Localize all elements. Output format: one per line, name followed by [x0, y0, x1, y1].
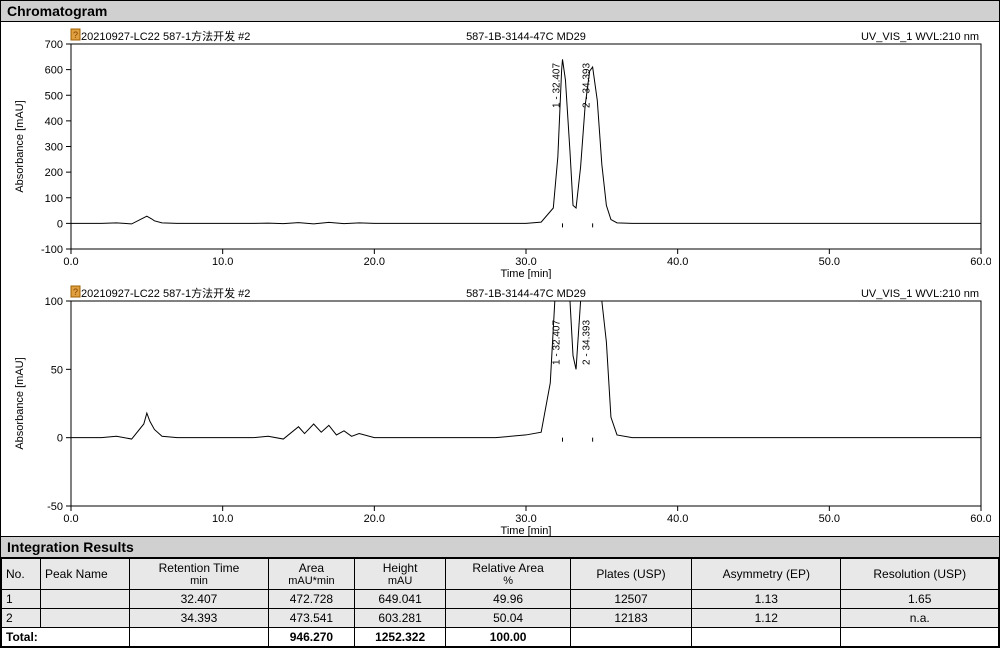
svg-text:10.0: 10.0: [212, 256, 233, 268]
svg-text:587-1B-3144-47C MD29: 587-1B-3144-47C MD29: [466, 288, 586, 300]
svg-text:Absorbance [mAU]: Absorbance [mAU]: [14, 357, 26, 449]
svg-text:100: 100: [45, 296, 63, 308]
cell: 472.728: [268, 590, 354, 609]
total-cell: [692, 628, 841, 647]
cell: 32.407: [130, 590, 269, 609]
svg-text:1 - 32.407: 1 - 32.407: [552, 320, 563, 365]
svg-text:587-1B-3144-47C MD29: 587-1B-3144-47C MD29: [466, 31, 586, 43]
cell: 50.04: [446, 609, 570, 628]
svg-text:UV_VIS_1 WVL:210 nm: UV_VIS_1 WVL:210 nm: [861, 288, 979, 300]
svg-text:100: 100: [45, 193, 63, 205]
svg-text:700: 700: [45, 39, 63, 51]
results-table: No.Peak NameRetention TimeminAreamAU*min…: [1, 558, 999, 647]
svg-text:400: 400: [45, 116, 63, 128]
chart-1: 0.0 10.0 20.0 30.0 40.0 50.0 60.0 -100 0 100 200 30…: [9, 26, 991, 279]
col-header: Plates (USP): [570, 559, 691, 590]
svg-text:50.0: 50.0: [819, 513, 840, 525]
svg-text:50: 50: [51, 364, 63, 376]
col-header: Retention Timemin: [130, 559, 269, 590]
svg-text:40.0: 40.0: [667, 256, 688, 268]
table-row: 2 34.393473.541603.28150.04121831.12n.a.: [2, 609, 999, 628]
svg-text:20.0: 20.0: [364, 256, 385, 268]
svg-text:Time [min]: Time [min]: [501, 268, 552, 279]
chart-2: 0.0 10.0 20.0 30.0 40.0 50.0 60.0 -50 0 50 100 Time…: [9, 283, 991, 536]
chromatogram-title: Chromatogram: [1, 1, 999, 22]
col-header: AreamAU*min: [268, 559, 354, 590]
total-cell: [841, 628, 999, 647]
total-cell: [570, 628, 691, 647]
cell: [41, 609, 130, 628]
table-row: 1 32.407472.728649.04149.96125071.131.65: [2, 590, 999, 609]
svg-text:-50: -50: [47, 501, 63, 513]
col-header: Resolution (USP): [841, 559, 999, 590]
svg-text:500: 500: [45, 90, 63, 102]
cell: 1: [2, 590, 41, 609]
cell: 49.96: [446, 590, 570, 609]
cell: 603.281: [354, 609, 445, 628]
cell: 1.12: [692, 609, 841, 628]
svg-text:60.0: 60.0: [970, 256, 991, 268]
svg-text:0: 0: [57, 218, 63, 230]
total-cell: [130, 628, 269, 647]
svg-text:2 - 34.393: 2 - 34.393: [582, 320, 593, 365]
svg-text:2 - 34.393: 2 - 34.393: [582, 63, 593, 108]
cell: [41, 590, 130, 609]
total-cell: 100.00: [446, 628, 570, 647]
svg-text:30.0: 30.0: [515, 256, 536, 268]
svg-text:Time [min]: Time [min]: [501, 525, 552, 536]
total-cell: 946.270: [268, 628, 354, 647]
cell: 473.541: [268, 609, 354, 628]
svg-text:0.0: 0.0: [63, 513, 78, 525]
cell: n.a.: [841, 609, 999, 628]
col-header: No.: [2, 559, 41, 590]
table-total-row: Total: 946.2701252.322100.00: [2, 628, 999, 647]
svg-text:?: ?: [73, 287, 78, 297]
report-panel: Chromatogram 0.010.020.030.040.050.060.0…: [0, 0, 1000, 648]
svg-text:30.0: 30.0: [515, 513, 536, 525]
svg-text:UV_VIS_1 WVL:210 nm: UV_VIS_1 WVL:210 nm: [861, 31, 979, 43]
svg-text:-100: -100: [41, 244, 63, 256]
cell: 1.65: [841, 590, 999, 609]
cell: 12183: [570, 609, 691, 628]
col-header: Asymmetry (EP): [692, 559, 841, 590]
col-header: Relative Area%: [446, 559, 570, 590]
svg-text:0.0: 0.0: [63, 256, 78, 268]
cell: 12507: [570, 590, 691, 609]
total-label: Total:: [2, 628, 130, 647]
cell: 34.393: [130, 609, 269, 628]
svg-text:60.0: 60.0: [970, 513, 991, 525]
svg-text:300: 300: [45, 142, 63, 154]
svg-text:20210927-LC22 587-1方法开发 #2: 20210927-LC22 587-1方法开发 #2: [81, 29, 250, 43]
results-table-wrap: No.Peak NameRetention TimeminAreamAU*min…: [1, 558, 999, 647]
svg-text:10.0: 10.0: [212, 513, 233, 525]
col-header: HeightmAU: [354, 559, 445, 590]
cell: 1.13: [692, 590, 841, 609]
svg-text:?: ?: [73, 30, 78, 40]
chart-area: 0.0 10.0 20.0 30.0 40.0 50.0 60.0 -100 0 100 200 30…: [1, 22, 999, 536]
svg-text:1 - 32.407: 1 - 32.407: [552, 63, 563, 108]
col-header: Peak Name: [41, 559, 130, 590]
svg-text:200: 200: [45, 167, 63, 179]
svg-text:600: 600: [45, 65, 63, 77]
cell: 2: [2, 609, 41, 628]
cell: 649.041: [354, 590, 445, 609]
integration-title: Integration Results: [1, 536, 999, 558]
svg-text:50.0: 50.0: [819, 256, 840, 268]
svg-text:Absorbance [mAU]: Absorbance [mAU]: [14, 100, 26, 192]
svg-text:0: 0: [57, 433, 63, 445]
svg-text:40.0: 40.0: [667, 513, 688, 525]
svg-text:20.0: 20.0: [364, 513, 385, 525]
total-cell: 1252.322: [354, 628, 445, 647]
svg-text:20210927-LC22 587-1方法开发 #2: 20210927-LC22 587-1方法开发 #2: [81, 286, 250, 300]
